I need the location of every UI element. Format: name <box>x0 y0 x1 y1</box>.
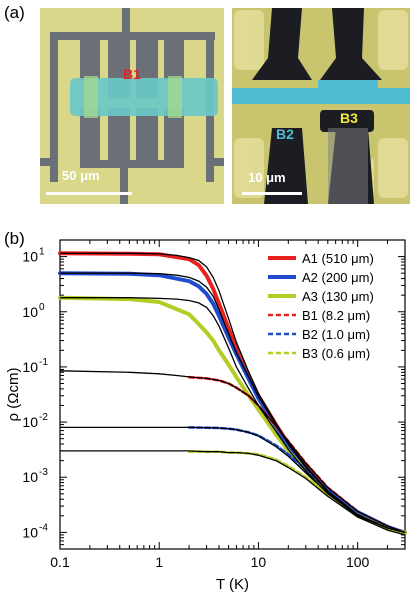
legend-label-4: B2 (1.0 μm) <box>302 327 370 342</box>
panel-b-label: (b) <box>4 229 25 248</box>
sample-label-b1: B1 <box>123 66 141 82</box>
legend-label-0: A1 (510 μm) <box>302 251 374 266</box>
fit-line-5 <box>60 450 406 536</box>
legend-label-5: B3 (0.6 μm) <box>302 346 370 361</box>
y-tick-label: 10 <box>22 304 38 320</box>
y-tick-label: 10 <box>22 524 38 540</box>
legend-label-3: B1 (8.2 μm) <box>302 308 370 323</box>
y-tick-exponent: 0 <box>39 302 45 313</box>
x-tick-label: 0.1 <box>50 554 70 570</box>
fit-line-3 <box>59 370 406 534</box>
x-axis-label: T (K) <box>216 576 249 593</box>
chart-fit-lines <box>59 252 406 536</box>
y-tick-label: 10 <box>22 359 38 375</box>
x-tick-label: 10 <box>251 554 267 570</box>
chart-legend: A1 (510 μm) A2 (200 μm) A3 (130 μm) B1 (8.2… <box>268 251 374 361</box>
micrograph-b1: B1 50 μm <box>40 8 224 204</box>
scale-bar-label-left: 50 μm <box>62 168 100 183</box>
y-tick-exponent: -1 <box>39 357 48 368</box>
y-tick-label: 10 <box>22 469 38 485</box>
scale-bar-label-right: 10 μm <box>248 170 286 185</box>
fit-line-4 <box>60 426 406 534</box>
y-tick-exponent: -2 <box>39 412 48 423</box>
fit-line-1 <box>60 272 406 534</box>
legend-label-2: A3 (130 μm) <box>302 289 374 304</box>
y-tick-exponent: 1 <box>39 247 45 258</box>
legend-label-1: A2 (200 μm) <box>302 270 374 285</box>
panel-a-label: (a) <box>4 3 25 22</box>
y-axis-label: ρ (Ωcm) <box>5 368 22 422</box>
micrograph-b1-drawing <box>40 8 224 204</box>
series-line-4 <box>187 426 407 534</box>
y-tick-exponent: -3 <box>39 467 48 478</box>
plot-frame <box>59 239 406 550</box>
micrograph-b2-b3-drawing <box>232 8 410 204</box>
x-tick-label: 100 <box>346 554 370 570</box>
y-tick-label: 10 <box>22 414 38 430</box>
y-tick-label: 10 <box>22 249 38 265</box>
sample-label-b3: B3 <box>340 110 358 126</box>
sample-label-b2: B2 <box>276 126 294 142</box>
micrograph-b2-b3: B2 B3 10 μm <box>232 8 410 204</box>
y-tick-exponent: -4 <box>39 522 48 533</box>
x-tick-label: 1 <box>155 554 163 570</box>
